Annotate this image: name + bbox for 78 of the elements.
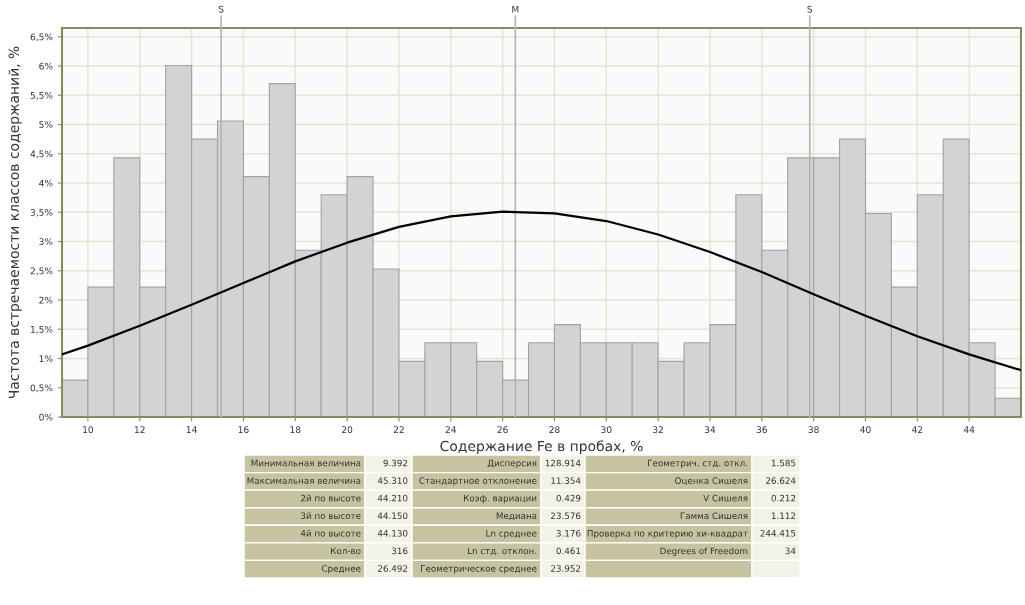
x-tick-label: 18	[290, 426, 301, 434]
y-tick-label: 6%	[39, 62, 53, 70]
x-axis-title: Содержание Fe в пробах, %	[440, 440, 643, 454]
x-tick-label: 26	[497, 426, 508, 434]
y-tick-label: 3%	[39, 238, 53, 246]
x-tick-label: 12	[135, 426, 145, 433]
line-series	[62, 210, 1021, 372]
y-tick-label: 2,5%	[30, 267, 53, 276]
text: 44.210	[377, 494, 408, 502]
ref-line-label: S	[218, 5, 224, 13]
text: 3й по высоте	[301, 512, 361, 520]
text: Дисперсия	[487, 459, 537, 469]
y-tick-label: 6,5%	[30, 33, 53, 42]
text: 1.585	[771, 459, 796, 467]
x-tick-label: 20	[342, 426, 353, 434]
y-tick-label: 5,5%	[30, 92, 53, 100]
y-tick-label: 4,5%	[30, 150, 53, 159]
text: 244.415	[760, 529, 796, 537]
x-tick-label: 44	[963, 426, 975, 433]
text: 3.176	[556, 529, 581, 537]
text: 0.212	[771, 494, 796, 502]
y-tick-label: 2%	[39, 296, 53, 304]
text: 4й по высоте	[300, 529, 361, 537]
y-tick-label: 4%	[39, 179, 53, 187]
text: Минимальная величина	[251, 459, 361, 467]
text: 11.354	[551, 477, 581, 484]
x-tick-label: 24	[445, 426, 457, 433]
text: 0.429	[556, 494, 581, 502]
text: 1.112	[771, 512, 796, 519]
text: Кол-во	[331, 547, 361, 555]
x-tick-label: 32	[653, 426, 663, 434]
x-tick-label: 34	[704, 426, 716, 434]
text: Гамма Сишеля	[680, 512, 748, 520]
y-tick-label: 5%	[39, 121, 53, 129]
x-tick-label: 30	[601, 426, 612, 434]
y-tick-label: 3,5%	[30, 208, 53, 217]
text: 23.952	[551, 565, 581, 572]
text: 45.310	[377, 477, 408, 484]
text: 128.914	[545, 459, 581, 467]
ref-line-label: M	[512, 5, 519, 13]
x-tick-label: 42	[912, 426, 923, 433]
x-tick-label: 22	[393, 426, 404, 433]
x-tick-label: 36	[756, 426, 767, 434]
text: 23.576	[551, 512, 581, 520]
text: Ln стд. отклон.	[467, 547, 537, 556]
text: Стандартное отклонение	[419, 477, 537, 486]
text: Максимальная величина	[247, 477, 361, 484]
x-tick-label: 16	[238, 426, 249, 434]
text: 2й по высоте	[301, 494, 361, 502]
text: 0.461	[556, 547, 581, 555]
text: Геометрич. стд. откл.	[648, 459, 748, 469]
x-tick-label: 28	[549, 426, 560, 434]
text: 26.624	[766, 477, 796, 484]
y-tick-label: 0,5%	[30, 384, 53, 393]
x-tick-label: 10	[83, 426, 94, 434]
x-tick-label: 40	[860, 426, 871, 434]
text: 34	[785, 547, 796, 555]
text: 9.392	[383, 459, 408, 467]
text: 316	[391, 547, 408, 555]
text: Проверка по критерию хи-квадрат	[587, 530, 748, 539]
y-tick-label: 0%	[39, 413, 53, 421]
text: Коэф. вариации	[464, 494, 537, 504]
text: 26.492	[378, 565, 408, 572]
x-tick-label: 14	[186, 426, 197, 433]
ref-line-label: S	[807, 5, 813, 13]
text: Медиана	[496, 512, 537, 521]
x-tick-label: 38	[808, 426, 819, 434]
text: Ln среднее	[486, 530, 537, 539]
text: Оценка Сишеля	[675, 477, 748, 485]
text: Геометрическое среднее	[421, 565, 537, 574]
text: 44.130	[377, 529, 408, 537]
text: 44.150	[377, 512, 408, 520]
text: V Сишеля	[703, 494, 748, 502]
y-tick-label: 1%	[39, 355, 53, 363]
text: Среднее	[321, 565, 361, 574]
text: Degrees of Freedom	[660, 547, 748, 556]
y-axis-title: Частота встречаемости классов содержаний, %	[8, 46, 22, 399]
y-tick-label: 1,5%	[31, 325, 53, 334]
